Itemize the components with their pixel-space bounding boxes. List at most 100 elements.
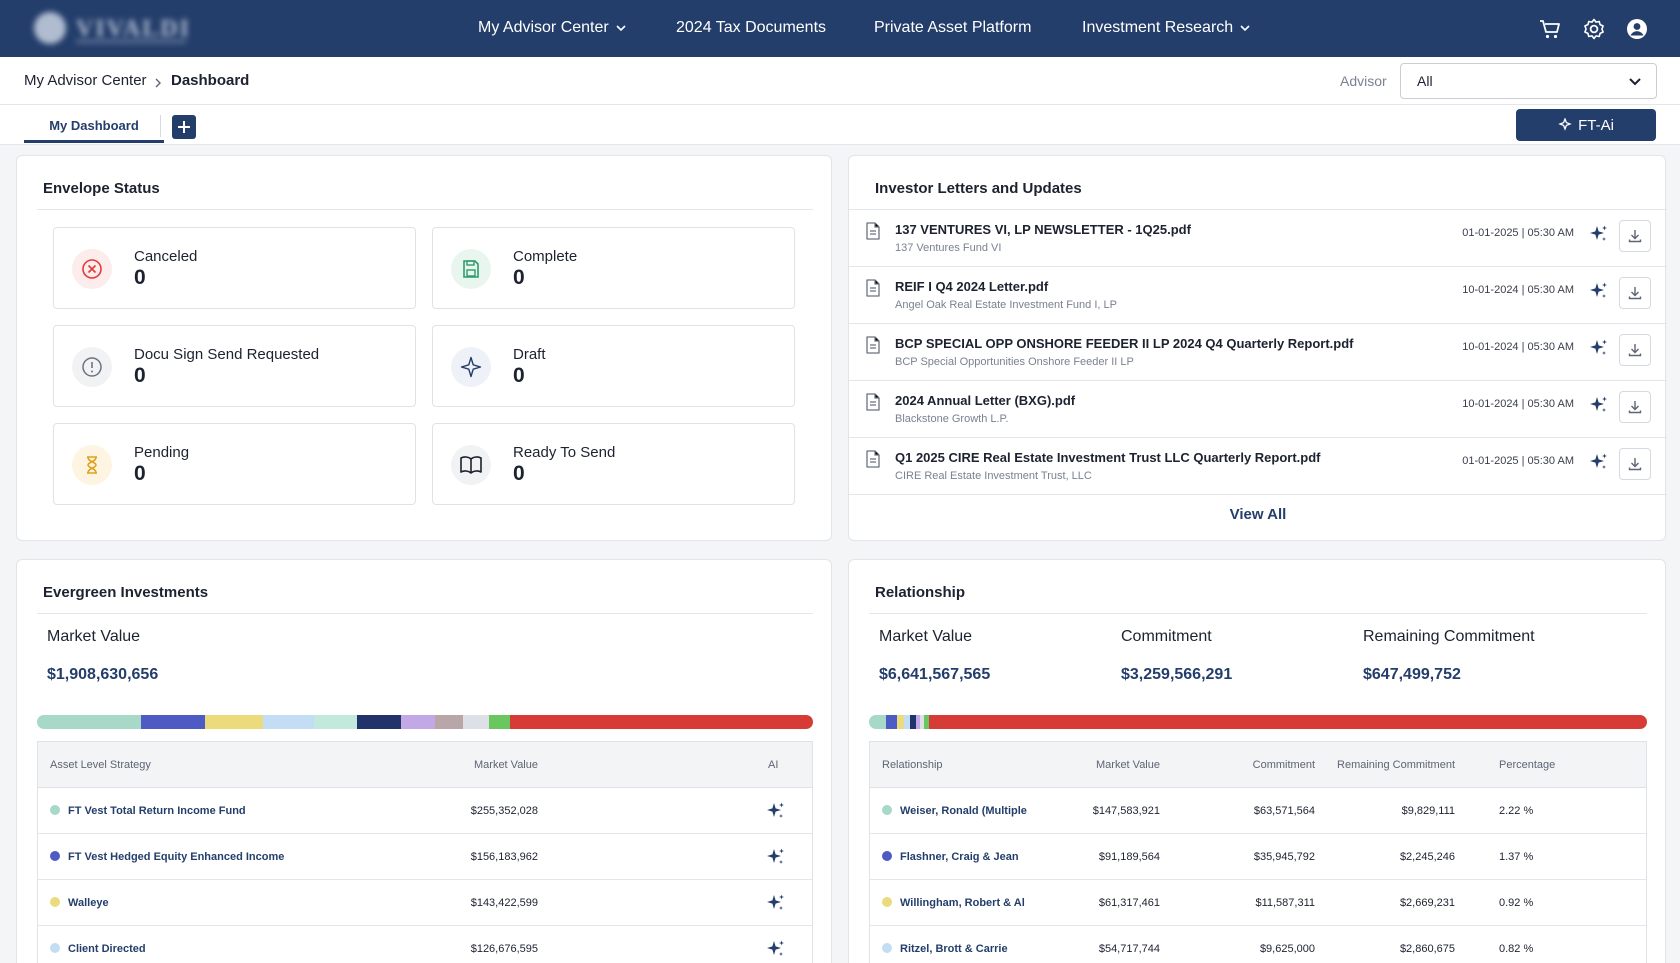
letter-title[interactable]: BCP SPECIAL OPP ONSHORE FEEDER II LP 202… [895, 336, 1354, 351]
envelope-tile-docusign-send-requested[interactable]: Docu Sign Send Requested 0 [53, 325, 416, 407]
column-header[interactable]: Market Value [1096, 759, 1160, 771]
hourglass-icon [72, 445, 112, 485]
investor-letters-card: Investor Letters and Updates 137 VENTURE… [848, 155, 1667, 541]
nav-my-advisor-center[interactable]: My Advisor Center [478, 19, 627, 37]
letter-row[interactable]: 137 VENTURES VI, LP NEWSLETTER - 1Q25.pd… [849, 210, 1667, 267]
download-button[interactable] [1619, 391, 1651, 423]
allocation-segment[interactable] [928, 715, 1647, 729]
column-header[interactable]: Percentage [1499, 759, 1556, 771]
relationship-name-link[interactable]: Ritzel, Brott & Carrie [900, 943, 1008, 955]
legend-dot [50, 943, 60, 953]
allocation-segment[interactable] [462, 715, 490, 729]
gear-icon[interactable] [1581, 16, 1607, 42]
envelope-tile-complete[interactable]: Complete 0 [432, 227, 795, 309]
allocation-segment[interactable] [435, 715, 463, 729]
commitment-amount: $3,259,566,291 [1121, 666, 1233, 683]
tile-label: Draft [513, 346, 546, 363]
letter-row[interactable]: Q1 2025 CIRE Real Estate Investment Trus… [849, 438, 1667, 495]
allocation-segment[interactable] [897, 715, 904, 729]
column-header[interactable]: Relationship [882, 759, 943, 771]
letter-fund: BCP Special Opportunities Onshore Feeder… [895, 356, 1134, 368]
nav-private-asset-platform[interactable]: Private Asset Platform [874, 19, 1031, 37]
allocation-segment[interactable] [204, 715, 263, 729]
company-logo[interactable]: VIVALDI [30, 10, 200, 46]
allocation-segment[interactable] [510, 715, 813, 729]
envelope-tile-pending[interactable]: Pending 0 [53, 423, 416, 505]
tile-label: Ready To Send [513, 444, 616, 461]
letter-title[interactable]: Q1 2025 CIRE Real Estate Investment Trus… [895, 450, 1321, 465]
ai-sparkle-icon[interactable] [766, 847, 786, 870]
remaining-commitment-cell: $2,669,231 [1399, 897, 1455, 909]
allocation-segment[interactable] [869, 715, 887, 729]
allocation-segment[interactable] [920, 715, 925, 729]
download-button[interactable] [1619, 448, 1651, 480]
strategy-name-link[interactable]: FT Vest Total Return Income Fund [68, 805, 246, 817]
strategy-name-link[interactable]: FT Vest Hedged Equity Enhanced Income [68, 851, 285, 863]
allocation-segment[interactable] [262, 715, 314, 729]
plus-icon [178, 121, 190, 133]
advisor-select[interactable]: All [1400, 63, 1657, 99]
ai-sparkle-icon[interactable] [1589, 224, 1609, 249]
allocation-segment[interactable] [904, 715, 911, 729]
allocation-segment[interactable] [400, 715, 436, 729]
remaining-commitment-cell: $2,860,675 [1399, 943, 1455, 955]
column-header[interactable]: Remaining Commitment [1337, 759, 1455, 771]
table-header: Relationship Market Value Commitment Rem… [870, 742, 1646, 788]
relationship-name-link[interactable]: Willingham, Robert & Al [900, 897, 1025, 909]
table-header: Asset Level Strategy Market Value AI [38, 742, 812, 788]
allocation-segment[interactable] [910, 715, 916, 729]
letter-row[interactable]: REIF I Q4 2024 Letter.pdf Angel Oak Real … [849, 267, 1667, 324]
legend-dot [50, 897, 60, 907]
ai-sparkle-icon[interactable] [766, 801, 786, 824]
nav-investment-research[interactable]: Investment Research [1082, 19, 1251, 37]
column-header[interactable]: Asset Level Strategy [50, 759, 151, 771]
relationship-name-link[interactable]: Weiser, Ronald (Multiple [900, 805, 1027, 817]
ai-sparkle-icon[interactable] [1589, 395, 1609, 420]
letter-title[interactable]: 2024 Annual Letter (BXG).pdf [895, 393, 1076, 408]
ai-sparkle-icon[interactable] [1589, 452, 1609, 477]
column-header[interactable]: Commitment [1252, 759, 1315, 771]
letter-fund: Angel Oak Real Estate Investment Fund I,… [895, 299, 1117, 311]
allocation-segment[interactable] [313, 715, 358, 729]
letter-title[interactable]: REIF I Q4 2024 Letter.pdf [895, 279, 1049, 294]
ai-sparkle-icon[interactable] [766, 893, 786, 916]
envelope-tile-ready-to-send[interactable]: Ready To Send 0 [432, 423, 795, 505]
ai-sparkle-icon[interactable] [1589, 281, 1609, 306]
add-tab-button[interactable] [172, 115, 196, 139]
letter-row[interactable]: BCP SPECIAL OPP ONSHORE FEEDER II LP 202… [849, 324, 1667, 381]
allocation-segment[interactable] [489, 715, 511, 729]
table-row: Flashner, Craig & Jean $91,189,564 $35,945… [870, 834, 1646, 880]
allocation-segment[interactable] [915, 715, 921, 729]
allocation-segment[interactable] [924, 715, 929, 729]
breadcrumb-parent[interactable]: My Advisor Center [24, 72, 147, 89]
download-button[interactable] [1619, 334, 1651, 366]
envelope-tile-draft[interactable]: Draft 0 [432, 325, 795, 407]
download-button[interactable] [1619, 277, 1651, 309]
allocation-segment[interactable] [886, 715, 897, 729]
divider [37, 613, 813, 614]
market-value-cell: $147,583,921 [1092, 805, 1160, 817]
ai-sparkle-icon[interactable] [766, 939, 786, 962]
tab-my-dashboard[interactable]: My Dashboard [24, 105, 164, 143]
strategy-name-link[interactable]: Walleye [68, 897, 109, 909]
ai-sparkle-icon[interactable] [1589, 338, 1609, 363]
user-globe-icon[interactable] [1624, 16, 1650, 42]
letter-title[interactable]: 137 VENTURES VI, LP NEWSLETTER - 1Q25.pd… [895, 222, 1191, 237]
x-circle-icon [72, 249, 112, 289]
letter-row[interactable]: 2024 Annual Letter (BXG).pdf Blackstone G… [849, 381, 1667, 438]
view-all-link[interactable]: View All [1229, 506, 1287, 523]
allocation-segment[interactable] [37, 715, 141, 729]
relationship-name-link[interactable]: Flashner, Craig & Jean [900, 851, 1019, 863]
allocation-segment[interactable] [140, 715, 205, 729]
card-title: Evergreen Investments [43, 584, 209, 601]
chevron-down-icon [1240, 25, 1250, 32]
tile-label: Docu Sign Send Requested [134, 346, 320, 363]
ft-ai-button[interactable]: FT-Ai [1516, 109, 1656, 141]
download-button[interactable] [1619, 220, 1651, 252]
allocation-segment[interactable] [357, 715, 401, 729]
strategy-name-link[interactable]: Client Directed [68, 943, 146, 955]
envelope-tile-canceled[interactable]: Canceled 0 [53, 227, 416, 309]
nav-tax-documents[interactable]: 2024 Tax Documents [676, 19, 826, 37]
cart-icon[interactable] [1537, 16, 1563, 42]
column-header[interactable]: Market Value [474, 759, 538, 771]
